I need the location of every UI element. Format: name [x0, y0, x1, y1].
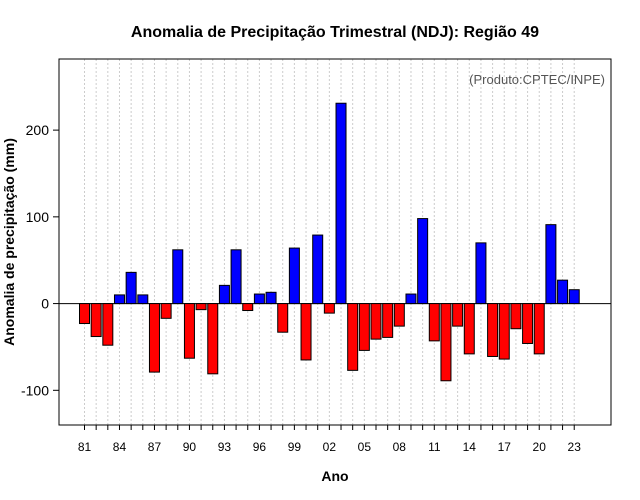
- bar-2016: [487, 303, 499, 357]
- bar-2012: [440, 303, 452, 382]
- x-tick-label: 87: [148, 440, 162, 454]
- y-tick-label: 0: [41, 296, 49, 312]
- bar-2011: [428, 303, 440, 342]
- bar-2009: [405, 293, 417, 305]
- bar-2018: [510, 303, 522, 330]
- bar-1988: [160, 303, 172, 319]
- x-tick-label: 84: [113, 440, 127, 454]
- bar-2007: [382, 303, 394, 338]
- x-tick-label: 99: [288, 440, 302, 454]
- bar-2021: [545, 224, 557, 305]
- chart-title: Anomalia de Precipitação Trimestral (NDJ…: [131, 24, 539, 41]
- x-tick-label: 23: [568, 440, 582, 454]
- bar-1992: [207, 303, 219, 375]
- bar-1996: [253, 293, 265, 305]
- bar-2023: [568, 289, 580, 305]
- x-tick-label: 81: [78, 440, 92, 454]
- bar-2013: [452, 303, 464, 327]
- bar-2019: [522, 303, 534, 344]
- bar-2000: [300, 303, 312, 361]
- bar-1990: [183, 303, 195, 359]
- y-axis-label: Anomalia de precipitação (mm): [1, 138, 17, 346]
- bar-1983: [102, 303, 114, 346]
- x-tick-label: 96: [253, 440, 267, 454]
- x-tick-label: 11: [428, 440, 441, 454]
- grid-lines: [84, 59, 575, 425]
- bar-1994: [230, 249, 242, 305]
- bar-1987: [148, 303, 160, 373]
- x-tick-label: 17: [498, 440, 512, 454]
- bar-1981: [79, 303, 90, 325]
- x-tick-label: 90: [183, 440, 197, 454]
- bar-2001: [312, 234, 324, 305]
- y-tick-label: 200: [26, 122, 50, 138]
- bar-2010: [417, 218, 429, 305]
- bar-1991: [195, 303, 207, 311]
- x-tick-label: 08: [393, 440, 407, 454]
- y-tick-label: 100: [26, 209, 50, 225]
- bar-1995: [242, 303, 254, 312]
- bar-2020: [533, 303, 545, 355]
- bar-1989: [172, 249, 184, 305]
- x-tick-label: 14: [463, 440, 477, 454]
- x-tick-label: 93: [218, 440, 232, 454]
- x-tick-label: 05: [358, 440, 372, 454]
- bar-2003: [335, 102, 347, 305]
- bar-2014: [463, 303, 475, 355]
- bar-2005: [358, 303, 370, 351]
- bars: [79, 102, 580, 382]
- bar-2022: [557, 279, 569, 305]
- bar-1986: [137, 294, 149, 305]
- bar-2015: [475, 242, 487, 305]
- x-tick-label: 20: [533, 440, 547, 454]
- y-axis: -100 0 100 200: [21, 122, 59, 398]
- y-tick-label: -100: [21, 382, 49, 398]
- bar-2008: [393, 303, 405, 327]
- bar-2004: [347, 303, 359, 371]
- x-axis-label: Ano: [321, 468, 348, 484]
- bar-2017: [498, 303, 510, 360]
- plot-frame: [58, 58, 612, 426]
- bar-1998: [277, 303, 289, 333]
- source-annotation: (Produto:CPTEC/INPE): [469, 72, 605, 87]
- x-axis: 81 84 87 90 93 96 99 02 05 08 11 14 17 20 23: [78, 425, 581, 454]
- bar-1982: [90, 303, 102, 338]
- x-tick-label: 02: [323, 440, 337, 454]
- bar-1993: [218, 284, 230, 305]
- bar-2002: [323, 303, 335, 314]
- bar-1999: [288, 247, 300, 305]
- bar-1985: [125, 271, 137, 305]
- bar-1984: [113, 294, 125, 305]
- bar-1997: [265, 291, 277, 305]
- bar-2006: [370, 303, 382, 340]
